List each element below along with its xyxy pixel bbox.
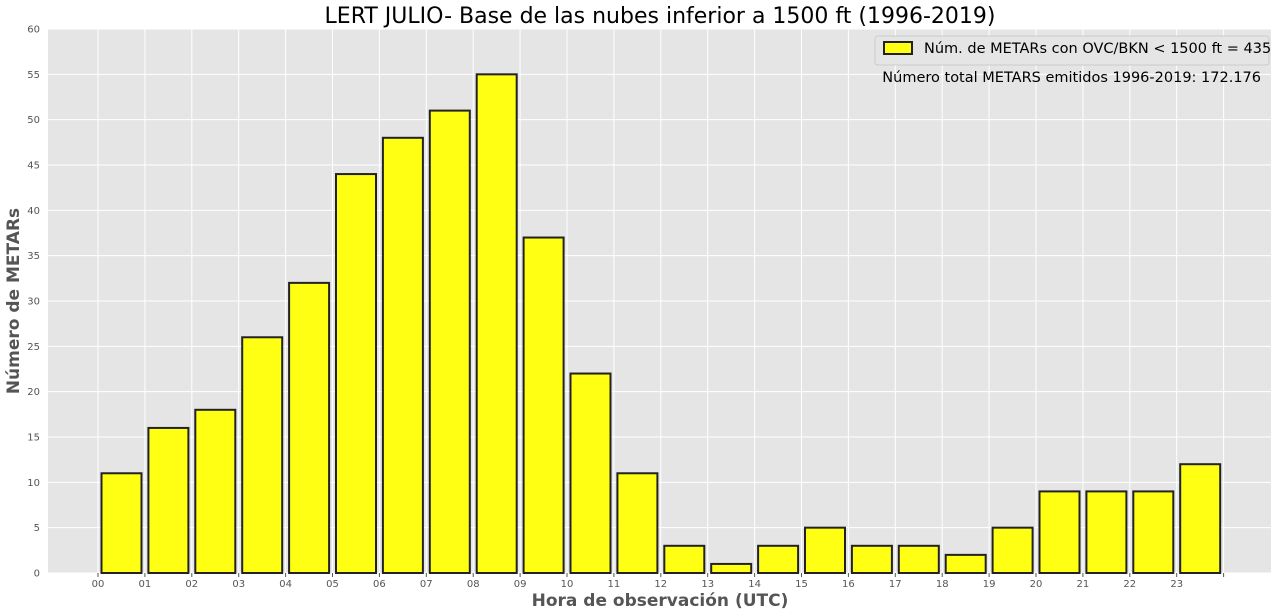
x-tick-label: 11 — [608, 579, 621, 590]
bar-09 — [522, 236, 565, 575]
bar-03 — [241, 336, 284, 574]
bar-20 — [1038, 490, 1081, 574]
y-tick-label: 60 — [27, 25, 40, 36]
y-tick-label: 30 — [27, 297, 40, 308]
x-tick-label: 23 — [1170, 579, 1183, 590]
y-tick-label: 35 — [27, 251, 40, 262]
legend-label: Núm. de METARs con OVC/BKN < 1500 ft = 4… — [924, 41, 1271, 57]
y-tick-labels: 0 5 10 15 20 25 30 35 40 45 50 55 60 — [27, 25, 40, 580]
x-tick-label: 00 — [92, 579, 105, 590]
x-tick-label: 02 — [185, 579, 198, 590]
bar-11 — [616, 472, 659, 574]
bar-01 — [147, 426, 190, 574]
total-metars-annotation: Número total METARS emitidos 1996-2019: … — [882, 70, 1261, 86]
bar-17 — [897, 544, 940, 574]
y-tick-label: 20 — [27, 387, 40, 398]
x-tick-label: 14 — [748, 579, 761, 590]
bar-19 — [991, 526, 1034, 575]
bar-08 — [475, 73, 518, 574]
x-tick-label: 21 — [1077, 579, 1090, 590]
y-tick-label: 40 — [27, 206, 40, 217]
bar-07 — [428, 109, 471, 574]
y-tick-label: 25 — [27, 342, 40, 353]
bar-15 — [804, 526, 846, 575]
bar-14 — [757, 544, 800, 574]
y-tick-label: 0 — [34, 569, 40, 580]
y-tick-label: 5 — [34, 523, 40, 534]
x-tick-label: 20 — [1030, 579, 1043, 590]
y-tick-label: 55 — [27, 70, 40, 81]
x-tick-label: 08 — [467, 579, 480, 590]
y-tick-label: 15 — [27, 433, 40, 444]
bar-13 — [710, 562, 753, 575]
x-tick-label: 13 — [701, 579, 714, 590]
bar-05 — [335, 173, 377, 574]
x-tick-label: 07 — [420, 579, 433, 590]
x-axis-label: Hora de observación (UTC) — [532, 591, 789, 611]
legend: Núm. de METARs con OVC/BKN < 1500 ft = 4… — [874, 35, 1271, 66]
x-tick-label: 17 — [889, 579, 902, 590]
chart-title: LERT JULIO- Base de las nubes inferior a… — [325, 4, 996, 29]
bar-04 — [288, 281, 331, 574]
bar-06 — [381, 136, 424, 575]
x-tick-label: 10 — [561, 579, 574, 590]
bar-12 — [663, 544, 706, 574]
x-tick-label: 03 — [232, 579, 245, 590]
bar-22 — [1132, 490, 1175, 574]
x-tick-label: 19 — [983, 579, 996, 590]
x-tick-label: 18 — [936, 579, 949, 590]
x-tick-label: 12 — [654, 579, 667, 590]
x-tick-label: 04 — [279, 579, 292, 590]
x-tick-label: 09 — [514, 579, 527, 590]
bar-23 — [1179, 463, 1222, 575]
bar-16 — [850, 544, 893, 574]
x-tick-labels: 00 01 02 03 04 05 06 07 08 09 10 11 12 13 14 15 16 17 18 19… — [92, 579, 1183, 590]
legend-swatch — [883, 41, 913, 55]
bars — [100, 73, 1222, 575]
x-tick-label: 22 — [1123, 579, 1136, 590]
y-axis-label: Número de METARs — [4, 208, 24, 394]
x-tick-label: 06 — [373, 579, 386, 590]
x-tick-label: 16 — [842, 579, 855, 590]
y-tick-label: 45 — [27, 161, 40, 172]
bar-00 — [100, 472, 143, 574]
bar-10 — [569, 372, 612, 574]
legend-box — [874, 35, 1270, 66]
y-tick-label: 50 — [27, 115, 40, 126]
x-tick-label: 15 — [795, 579, 808, 590]
x-tick-label: 01 — [139, 579, 152, 590]
x-tick-label: 05 — [326, 579, 339, 590]
bar-21 — [1085, 490, 1128, 574]
bar-02 — [194, 408, 237, 574]
y-tick-label: 10 — [27, 478, 40, 489]
bar-18 — [944, 553, 987, 574]
